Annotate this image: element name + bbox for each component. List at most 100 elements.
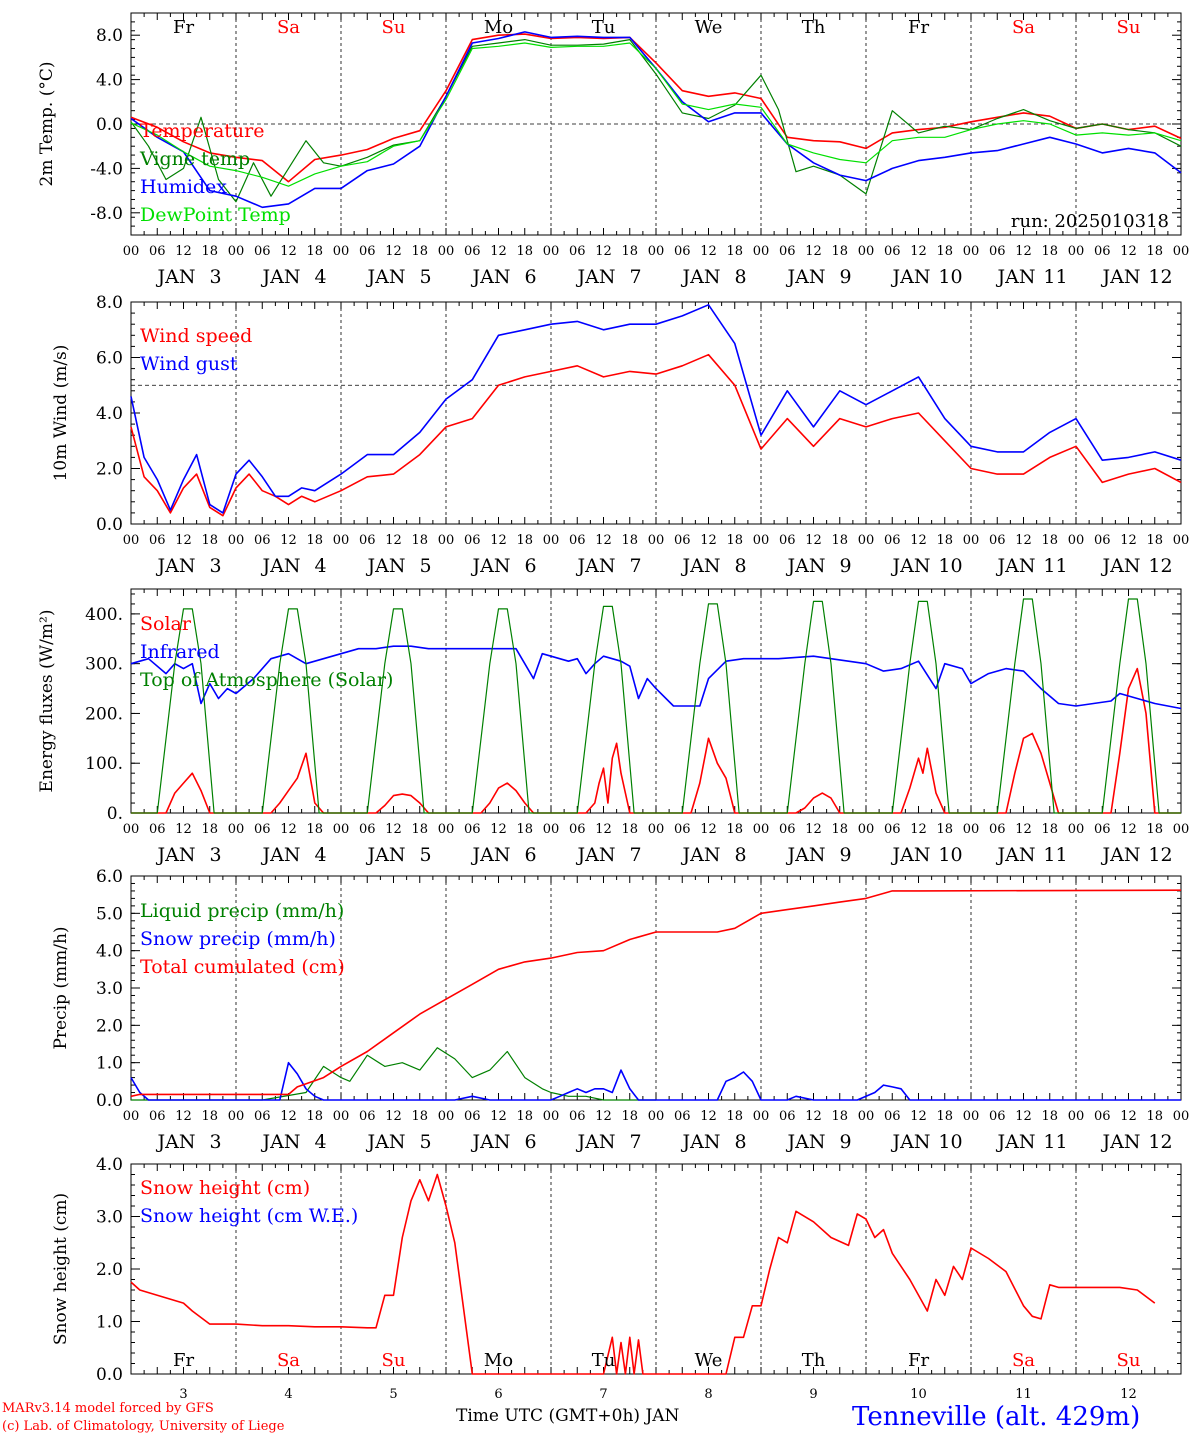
day-number-label: 5 (389, 1387, 397, 1402)
date-month-label: JAN (1101, 266, 1141, 288)
date-month-label: JAN (891, 844, 931, 866)
date-day-label: 3 (209, 844, 221, 866)
series-line-snow-precip-mm-h- (130, 1061, 1181, 1101)
hour-label: 00 (648, 533, 665, 548)
hour-label: 18 (516, 822, 533, 837)
hour-label: 00 (648, 822, 665, 837)
y-axis-label: Precip (mm/h) (51, 926, 71, 1049)
date-month-label: JAN (681, 555, 721, 577)
weekday-label: Fr (908, 17, 929, 38)
y-tick-label: -8.0 (90, 204, 123, 224)
hour-label: 12 (595, 1109, 612, 1124)
hour-label: 12 (805, 1109, 822, 1124)
hour-label: 06 (569, 1109, 586, 1124)
series-line-vigne-temp (130, 38, 1182, 203)
hour-label: 12 (490, 533, 507, 548)
legend-entry: Infrared (140, 641, 220, 663)
date-month-label: JAN (891, 266, 931, 288)
y-tick-label: 0.0 (96, 515, 123, 535)
hour-label: 00 (648, 1109, 665, 1124)
date-day-label: 9 (839, 844, 851, 866)
date-day-label: 5 (419, 266, 431, 288)
hour-label: 12 (700, 533, 717, 548)
hour-label: 00 (123, 1109, 140, 1124)
hour-label: 00 (543, 1109, 560, 1124)
y-tick-label: 0.0 (96, 1091, 123, 1111)
hour-label: 00 (1173, 822, 1190, 837)
hour-label: 12 (1015, 244, 1032, 259)
hour-label: 12 (280, 533, 297, 548)
hour-label: 18 (621, 533, 638, 548)
hour-label: 06 (254, 1109, 271, 1124)
y-tick-label: 300. (85, 655, 123, 675)
hour-label: 18 (621, 1109, 638, 1124)
hour-label: 18 (1041, 533, 1058, 548)
date-month-label: JAN (1101, 844, 1141, 866)
day-number-label: 3 (179, 1387, 187, 1402)
hour-label: 12 (175, 533, 192, 548)
date-month-label: JAN (471, 844, 511, 866)
hour-label: 06 (884, 822, 901, 837)
date-month-label: JAN (261, 844, 301, 866)
hour-label: 18 (831, 533, 848, 548)
hour-label: 00 (648, 244, 665, 259)
hour-label: 00 (228, 244, 245, 259)
hour-label: 00 (543, 244, 560, 259)
weekday-label: Su (382, 17, 406, 38)
hour-label: 12 (1120, 1109, 1137, 1124)
hour-label: 00 (228, 1109, 245, 1124)
date-month-label: JAN (576, 1131, 616, 1153)
hour-label: 12 (1015, 533, 1032, 548)
date-month-label: JAN (471, 555, 511, 577)
hour-label: 06 (1094, 533, 1111, 548)
hour-label: 06 (674, 1109, 691, 1124)
weekday-label: Sa (1012, 17, 1035, 38)
hour-label: 18 (1146, 533, 1163, 548)
hour-label: 06 (359, 533, 376, 548)
date-month-label: JAN (471, 1131, 511, 1153)
hour-label: 18 (516, 1109, 533, 1124)
hour-label: 12 (490, 822, 507, 837)
day-number-label: 9 (809, 1387, 817, 1402)
date-month-label: JAN (471, 266, 511, 288)
hour-label: 18 (1041, 1109, 1058, 1124)
hour-label: 06 (989, 244, 1006, 259)
hour-label: 00 (753, 533, 770, 548)
date-day-label: 10 (938, 1131, 962, 1153)
y-tick-label: -4.0 (90, 159, 123, 179)
hour-label: 00 (123, 822, 140, 837)
hour-label: 12 (490, 244, 507, 259)
hour-label: 06 (779, 822, 796, 837)
legend-entry: Snow height (cm W.E.) (140, 1205, 358, 1227)
date-day-label: 7 (629, 844, 641, 866)
weekday-label: Fr (173, 17, 194, 38)
legend-entry: Solar (140, 613, 192, 635)
date-month-label: JAN (261, 266, 301, 288)
hour-label: 06 (464, 533, 481, 548)
day-number-label: 8 (704, 1387, 712, 1402)
hour-label: 06 (149, 533, 166, 548)
date-day-label: 6 (524, 555, 536, 577)
hour-label: 18 (936, 533, 953, 548)
weekday-label: Fr (173, 1350, 194, 1371)
date-day-label: 5 (419, 1131, 431, 1153)
date-day-label: 11 (1043, 844, 1067, 866)
y-tick-label: 2.0 (96, 1016, 123, 1036)
hour-label: 18 (1041, 244, 1058, 259)
date-day-label: 7 (629, 266, 641, 288)
y-tick-label: 0.0 (96, 115, 123, 135)
hour-label: 00 (333, 244, 350, 259)
legend-entry: Temperature (140, 120, 264, 142)
date-month-label: JAN (681, 844, 721, 866)
panel-1: -8.0 -4.0 0.0 4.0 8.0 2m Temp. (°C) Temperatur… (37, 12, 1189, 288)
date-month-label: JAN (156, 1131, 196, 1153)
date-month-label: JAN (891, 555, 931, 577)
hour-label: 12 (805, 533, 822, 548)
y-tick-label: 5.0 (96, 904, 123, 924)
credit-line-2: (c) Lab. of Climatology, University of L… (2, 1419, 285, 1434)
hour-label: 12 (385, 533, 402, 548)
hour-label: 06 (884, 244, 901, 259)
hour-label: 18 (516, 533, 533, 548)
weekday-label: We (695, 1350, 723, 1371)
y-tick-label: 2.0 (96, 460, 123, 480)
